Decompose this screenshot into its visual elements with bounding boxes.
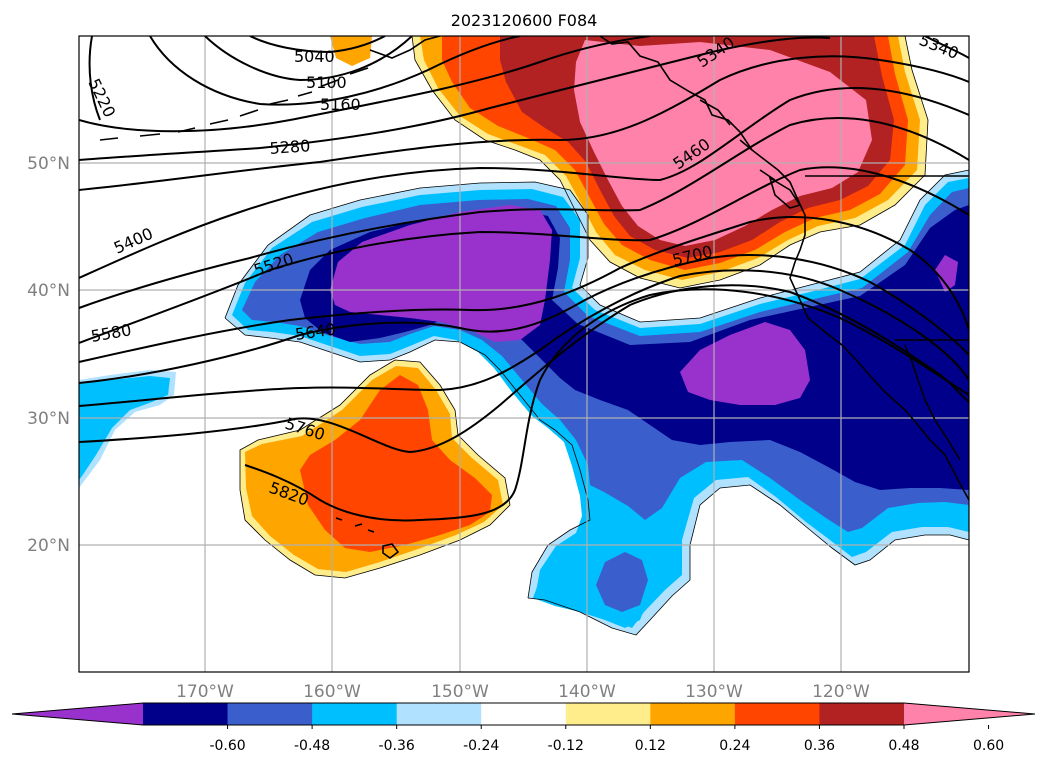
anomaly-fill-neg-subtrop-0-36 <box>596 552 648 612</box>
colorbar-tick-label: -0.12 <box>548 738 584 754</box>
coast-hawaii-1 <box>382 543 400 559</box>
lon-label-150w: 150°W <box>431 682 489 702</box>
longitude-labels: 170°W 160°W 150°W 140°W 130°W 120°W <box>176 682 870 702</box>
map-plot-area: 5040 5100 5160 5220 5280 5340 5340 5400 … <box>79 36 969 672</box>
coast-north-america <box>599 36 969 501</box>
colorbar-swatches <box>12 703 1035 725</box>
colorbar-swatch <box>396 703 482 725</box>
anomaly-fill-gulf-of-alaska <box>330 36 372 66</box>
contour-5280 <box>79 36 831 161</box>
contour-5580 <box>79 216 969 363</box>
lat-label-40n: 40°N <box>27 281 70 301</box>
contour-5160 <box>149 36 521 106</box>
contour-label-5040: 5040 <box>294 47 335 66</box>
anomaly-fill-0-60 <box>574 40 872 246</box>
lat-label-20n: 20°N <box>27 536 70 556</box>
height-contours <box>79 36 969 522</box>
colorbar-swatch <box>227 703 313 725</box>
colorbar: -0.60 -0.48 -0.36 -0.24 -0.12 0.12 0.24 0.36 0.4… <box>11 702 1036 754</box>
contour-5760 <box>79 284 969 454</box>
coast-bc-islands <box>699 99 776 181</box>
colorbar-swatch <box>734 703 820 725</box>
anomaly-fill-west-0-24 <box>79 376 170 480</box>
lon-label-130w: 130°W <box>685 682 743 702</box>
lon-label-160w: 160°W <box>303 682 361 702</box>
coast-vancouver-island <box>768 176 802 209</box>
contour-5700 <box>79 269 969 407</box>
coast-alaska-peninsula <box>369 36 441 59</box>
colorbar-swatch <box>565 703 651 725</box>
contour-5340 <box>79 55 969 191</box>
contour-5520 <box>79 166 969 344</box>
colorbar-tick-label: 0.12 <box>635 738 666 754</box>
contour-5820 <box>244 288 969 522</box>
contour-5400 <box>79 87 969 279</box>
coast-hawaii-2 <box>335 517 375 533</box>
anomaly-outlines <box>224 36 969 636</box>
coastlines <box>99 36 969 559</box>
contour-label-5280: 5280 <box>269 136 311 158</box>
contour-label-5160: 5160 <box>320 95 361 114</box>
colorbar-swatch <box>312 703 398 725</box>
graticule <box>79 36 969 672</box>
latitude-labels: 50°N 40°N 30°N 20°N <box>27 154 70 556</box>
colorbar-ticks: -0.60 -0.48 -0.36 -0.24 -0.12 0.12 0.24 0.36 0.4… <box>209 725 1004 754</box>
contour-5040 <box>249 36 386 54</box>
coast-aleutians <box>99 67 369 141</box>
contour-5640 <box>79 254 969 384</box>
colorbar-tick-label: -0.36 <box>379 738 415 754</box>
contour-label-5100: 5100 <box>306 73 347 92</box>
colorbar-tick-label: 0.60 <box>973 738 1004 754</box>
lat-label-30n: 30°N <box>27 409 70 429</box>
colorbar-tick-label: 0.36 <box>804 738 835 754</box>
positive-anomaly-ridge <box>330 36 928 288</box>
anomaly-fill-neg-0-60-east <box>680 322 810 405</box>
lat-label-50n: 50°N <box>27 154 70 174</box>
lon-label-140w: 140°W <box>558 682 616 702</box>
colorbar-extend-max <box>904 703 1035 725</box>
colorbar-swatch <box>819 703 905 725</box>
contour-5340-ne <box>924 36 969 59</box>
colorbar-swatch <box>143 703 229 725</box>
colorbar-swatch <box>650 703 736 725</box>
lon-label-120w: 120°W <box>812 682 870 702</box>
map-title: 2023120600 F084 <box>451 11 598 30</box>
colorbar-tick-label: 0.24 <box>719 738 750 754</box>
anomaly-fill-neg-0-60-coast <box>935 255 958 292</box>
colorbar-swatch <box>481 703 567 725</box>
colorbar-tick-label: -0.48 <box>294 738 330 754</box>
colorbar-tick-label: -0.24 <box>463 738 499 754</box>
anomaly-fill-hawaii-0-36 <box>300 375 492 552</box>
lon-label-170w: 170°W <box>176 682 234 702</box>
colorbar-extend-min <box>12 703 143 725</box>
contour-5220-b <box>79 36 651 133</box>
colorbar-tick-label: 0.48 <box>888 738 919 754</box>
coast-baja <box>904 344 961 461</box>
contour-5100 <box>204 36 413 82</box>
contour-5220 <box>88 36 101 121</box>
colorbar-tick-label: -0.60 <box>209 738 245 754</box>
map-frame <box>78 35 970 673</box>
contour-5460 <box>79 117 969 309</box>
anomaly-fill-neg-0-60 <box>330 205 552 342</box>
colorbar-outline <box>11 702 1036 726</box>
